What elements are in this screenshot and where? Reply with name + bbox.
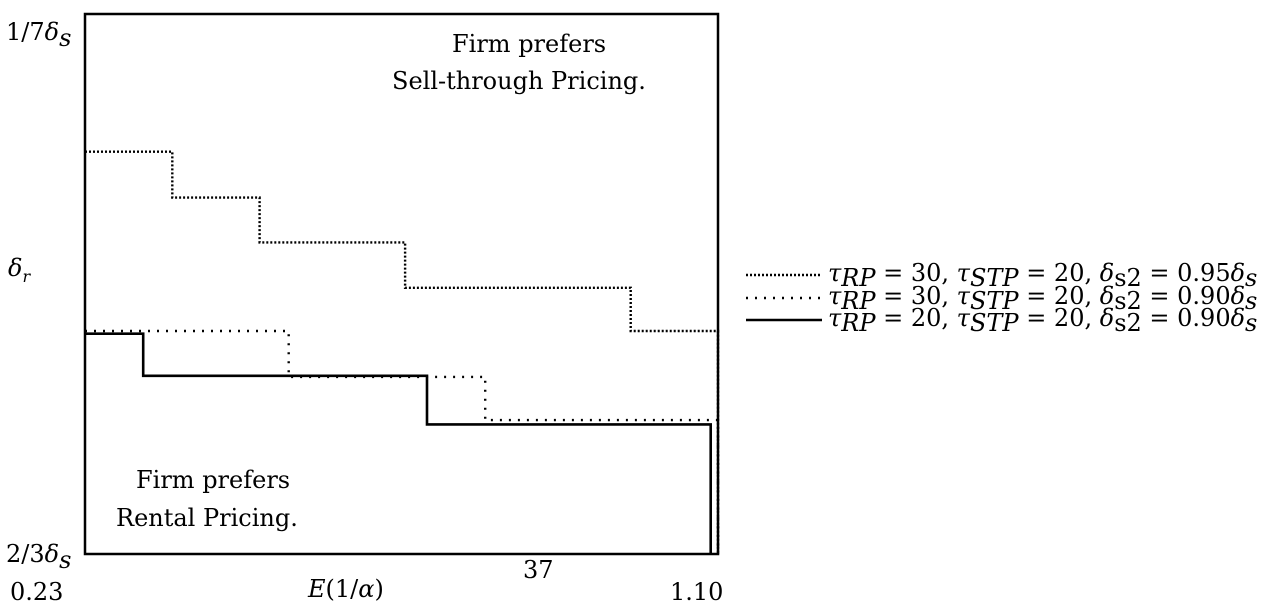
annotation-rental-line2: Rental Pricing. [116, 504, 298, 532]
plot-frame [83, 12, 720, 556]
y-tick-bottom: 2/3δs [6, 540, 71, 574]
legend-label-3: τRP = 20, τSTP = 20, δs2 = 0.90δs [828, 304, 1257, 337]
annotation-sell-line2: Sell-through Pricing. [392, 67, 646, 95]
series-layer [85, 150, 720, 554]
x-axis-label: E(1/α) [307, 575, 384, 603]
legend-label-1: τRP = 30, τSTP = 20, δs2 = 0.95δs [828, 259, 1257, 292]
x-tick-max: 1.10 [670, 578, 723, 606]
annotation-sell-line1: Firm prefers [452, 30, 606, 58]
series-line-3 [85, 332, 713, 554]
legend-label-2: τRP = 30, τSTP = 20, δs2 = 0.90δs [828, 282, 1257, 315]
y-axis-label: δr [8, 254, 31, 286]
y-tick-top: 1/7δs [6, 18, 71, 52]
series-line-1 [85, 150, 720, 554]
page-number: 37 [523, 556, 554, 584]
annotation-rental-line1: Firm prefers [136, 466, 290, 494]
x-tick-min: 0.23 [10, 578, 63, 606]
